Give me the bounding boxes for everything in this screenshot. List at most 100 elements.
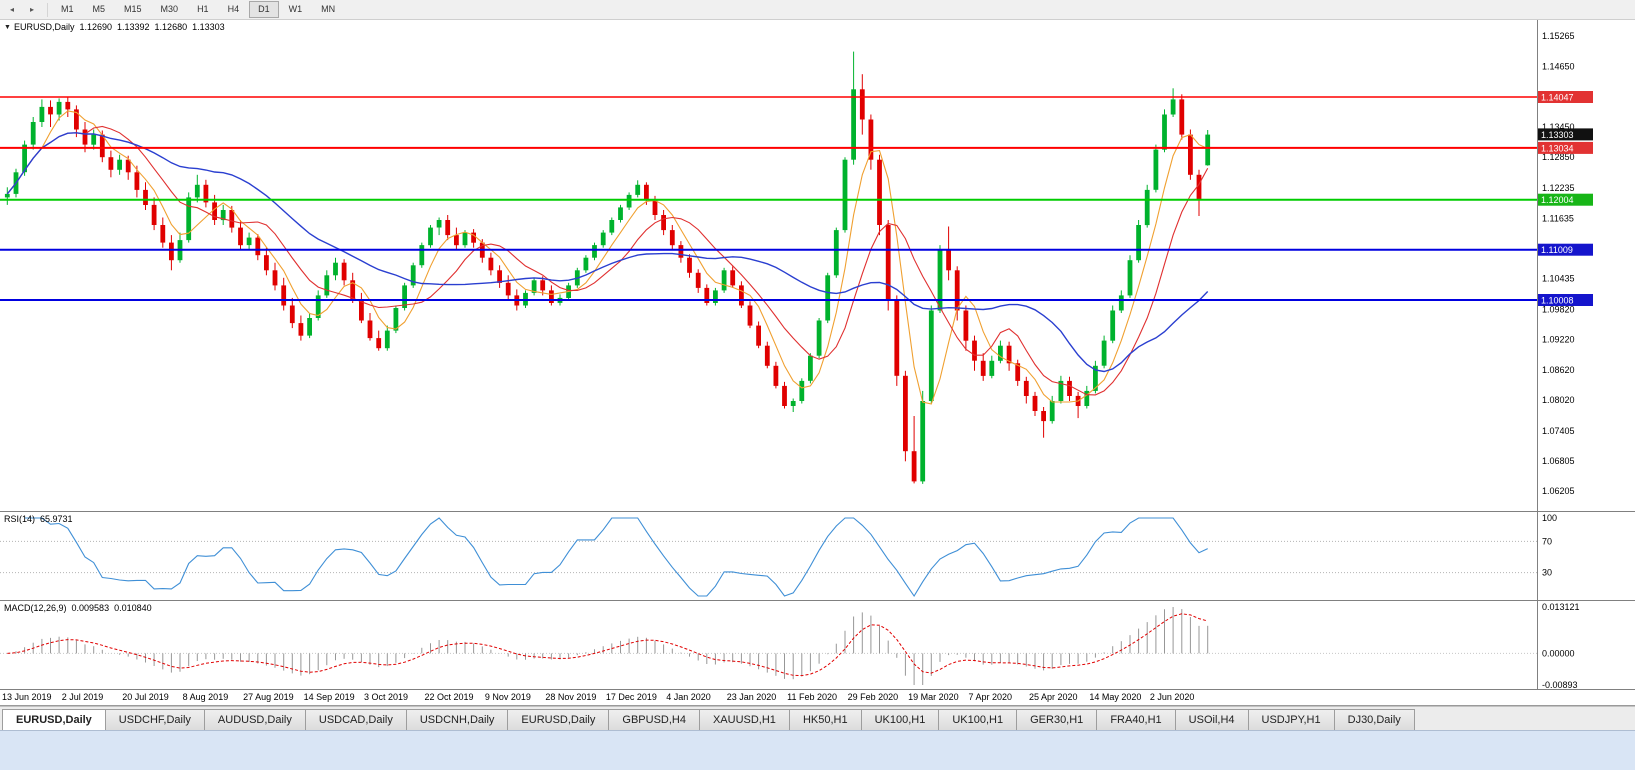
macd-panel: 0.013121 0.00000 -0.00893 MACD(12,26,9) 0.… xyxy=(0,601,1635,690)
svg-text:1.08020: 1.08020 xyxy=(1542,395,1575,405)
date-label: 28 Nov 2019 xyxy=(545,692,597,702)
ma-mid-line xyxy=(6,125,1209,396)
timeframe-m1-button[interactable]: M1 xyxy=(61,4,74,14)
chart-tab-2-audusd-daily[interactable]: AUDUSD,Daily xyxy=(203,709,306,730)
rsi-label: RSI(14) xyxy=(4,514,36,524)
date-label: 3 Oct 2019 xyxy=(364,692,409,702)
svg-text:1.06205: 1.06205 xyxy=(1542,486,1575,496)
svg-text:-0.00893: -0.00893 xyxy=(1542,680,1578,690)
price-chart[interactable]: 1.15265 1.14650 1.13450 1.12850 1.12235 1.116… xyxy=(0,20,1635,512)
svg-text:1.12850: 1.12850 xyxy=(1542,152,1575,162)
svg-text:1.14650: 1.14650 xyxy=(1542,62,1575,72)
chart-tab-9-uk100-h1[interactable]: UK100,H1 xyxy=(860,709,940,730)
date-label: 22 Oct 2019 xyxy=(424,692,474,702)
rsi-header: RSI(14) 65.9731 xyxy=(4,514,78,524)
timeframe-w1-button[interactable]: W1 xyxy=(288,4,303,14)
ohlc-open: 1.12690 xyxy=(79,22,112,32)
timeframe-h1-button[interactable]: H1 xyxy=(197,4,209,14)
svg-text:1.12235: 1.12235 xyxy=(1542,183,1575,193)
auto-scroll-icon[interactable]: ◂ xyxy=(9,5,14,14)
macd-histogram xyxy=(15,607,1209,685)
chart-tab-11-ger30-h1[interactable]: GER30,H1 xyxy=(1016,709,1098,730)
candles xyxy=(4,51,1211,484)
chart-tab-7-xauusd-h1[interactable]: XAUUSD,H1 xyxy=(698,709,790,730)
chart-tab-12-fra40-h1[interactable]: FRA40,H1 xyxy=(1096,709,1176,730)
macd-signal-value: 0.010840 xyxy=(114,603,152,613)
timeframe-mn-button[interactable]: MN xyxy=(321,4,336,14)
chart-tab-14-usdjpy-h1[interactable]: USDJPY,H1 xyxy=(1247,709,1335,730)
svg-text:1.09220: 1.09220 xyxy=(1542,335,1575,345)
date-label: 2 Jul 2019 xyxy=(61,692,104,702)
svg-text:30: 30 xyxy=(1542,568,1552,578)
svg-text:1.11635: 1.11635 xyxy=(1542,213,1574,223)
chart-tab-1-usdchf-daily[interactable]: USDCHF,Daily xyxy=(104,709,205,730)
chart-tab-3-usdcad-daily[interactable]: USDCAD,Daily xyxy=(304,709,407,730)
chart-tab-8-hk50-h1[interactable]: HK50,H1 xyxy=(788,709,862,730)
date-label: 19 Mar 2020 xyxy=(908,692,959,702)
ma-slow-line xyxy=(6,132,1209,373)
svg-text:1.15265: 1.15265 xyxy=(1542,31,1575,41)
timeframe-m5-button[interactable]: M5 xyxy=(92,4,106,14)
status-strip xyxy=(0,730,1635,770)
chart-tab-0-eurusd-daily[interactable]: EURUSD,Daily xyxy=(2,709,106,730)
ma-fast-line xyxy=(6,110,1208,405)
date-label: 17 Dec 2019 xyxy=(605,692,657,702)
date-label: 25 Apr 2020 xyxy=(1028,692,1078,702)
timeframe-d1-button[interactable]: D1 xyxy=(249,1,279,18)
date-label: 20 Jul 2019 xyxy=(122,692,169,702)
svg-text:1.10008: 1.10008 xyxy=(1541,296,1574,306)
chart-tab-5-eurusd-daily[interactable]: EURUSD,Daily xyxy=(507,709,610,730)
rsi-chart[interactable]: 100 70 30 xyxy=(0,512,1635,601)
collapse-icon[interactable]: ▼ xyxy=(4,23,11,31)
chart-shift-icon[interactable]: ▸ xyxy=(29,5,34,14)
macd-header: MACD(12,26,9) 0.009583 0.010840 xyxy=(4,603,157,613)
rsi-axis-labels: 100 70 30 xyxy=(1542,513,1557,578)
chart-tab-13-usoil-h4[interactable]: USOil,H4 xyxy=(1174,709,1249,730)
date-label: 9 Nov 2019 xyxy=(484,692,531,702)
chart-tab-6-gbpusd-h4[interactable]: GBPUSD,H4 xyxy=(608,709,700,730)
macd-signal-line xyxy=(7,613,1208,677)
date-label: 2 Jun 2020 xyxy=(1149,692,1195,702)
timeframe-m30-button[interactable]: M30 xyxy=(160,4,179,14)
svg-text:70: 70 xyxy=(1542,536,1552,546)
svg-text:1.13450: 1.13450 xyxy=(1542,122,1575,132)
chart-tabbar: EURUSD,Daily USDCHF,Daily AUDUSD,Daily USDC… xyxy=(0,706,1635,730)
date-label: 8 Aug 2019 xyxy=(182,692,229,702)
timeframe-toolbar: ◂ ▸ M1 M5 M15 M30 H1 H4 D1 W1 MN xyxy=(0,0,1635,20)
rsi-level-lines xyxy=(0,540,1537,574)
svg-text:1.13034: 1.13034 xyxy=(1541,143,1574,153)
chart-tab-10-uk100-h1[interactable]: UK100,H1 xyxy=(938,709,1018,730)
svg-text:1.12004: 1.12004 xyxy=(1541,195,1574,205)
price-axis-ticks: 1.15265 1.14650 1.13450 1.12850 1.12235 1.116… xyxy=(1542,31,1575,496)
date-axis[interactable]: 13 Jun 2019 2 Jul 2019 20 Jul 2019 8 Aug 20… xyxy=(0,690,1635,706)
price-badges: 1.14047 1.13303 1.13034 1.12004 1.11009 1.100… xyxy=(1538,91,1593,306)
date-label: 7 Apr 2020 xyxy=(968,692,1013,702)
chart-tab-15-dj30-daily[interactable]: DJ30,Daily xyxy=(1333,709,1415,730)
macd-main-value: 0.009583 xyxy=(71,603,110,613)
svg-text:1.10435: 1.10435 xyxy=(1542,274,1575,284)
date-label: 14 Sep 2019 xyxy=(303,692,355,702)
chart-header: ▼ EURUSD,Daily 1.12690 1.13392 1.12680 1… xyxy=(4,22,230,32)
date-label: 4 Jan 2020 xyxy=(666,692,711,702)
timeframe-h4-button[interactable]: H4 xyxy=(227,4,240,14)
date-label: 11 Feb 2020 xyxy=(787,692,838,702)
rsi-value: 65.9731 xyxy=(40,514,73,524)
svg-text:1.09820: 1.09820 xyxy=(1542,305,1575,315)
ohlc-low: 1.12680 xyxy=(154,22,188,32)
svg-text:0.00000: 0.00000 xyxy=(1542,648,1575,658)
rsi-panel: 100 70 30 RSI(14) 65.9731 xyxy=(0,512,1635,601)
chart-tab-4-usdcnh-daily[interactable]: USDCNH,Daily xyxy=(405,709,509,730)
timeframe-m15-button[interactable]: M15 xyxy=(124,4,142,14)
toolbar-separator xyxy=(47,2,48,17)
price-panel: 1.15265 1.14650 1.13450 1.12850 1.12235 1.116… xyxy=(0,20,1635,512)
macd-axis-labels: 0.013121 0.00000 -0.00893 xyxy=(1542,602,1580,690)
svg-text:1.13303: 1.13303 xyxy=(1541,130,1574,140)
date-label: 29 Feb 2020 xyxy=(847,692,899,702)
macd-chart[interactable]: 0.013121 0.00000 -0.00893 xyxy=(0,601,1635,690)
svg-text:0.013121: 0.013121 xyxy=(1542,602,1580,612)
chart-window: 1.15265 1.14650 1.13450 1.12850 1.12235 1.116… xyxy=(0,20,1635,706)
ohlc-high: 1.13392 xyxy=(117,22,150,32)
date-label: 14 May 2020 xyxy=(1089,692,1142,702)
svg-text:1.14047: 1.14047 xyxy=(1541,93,1574,103)
